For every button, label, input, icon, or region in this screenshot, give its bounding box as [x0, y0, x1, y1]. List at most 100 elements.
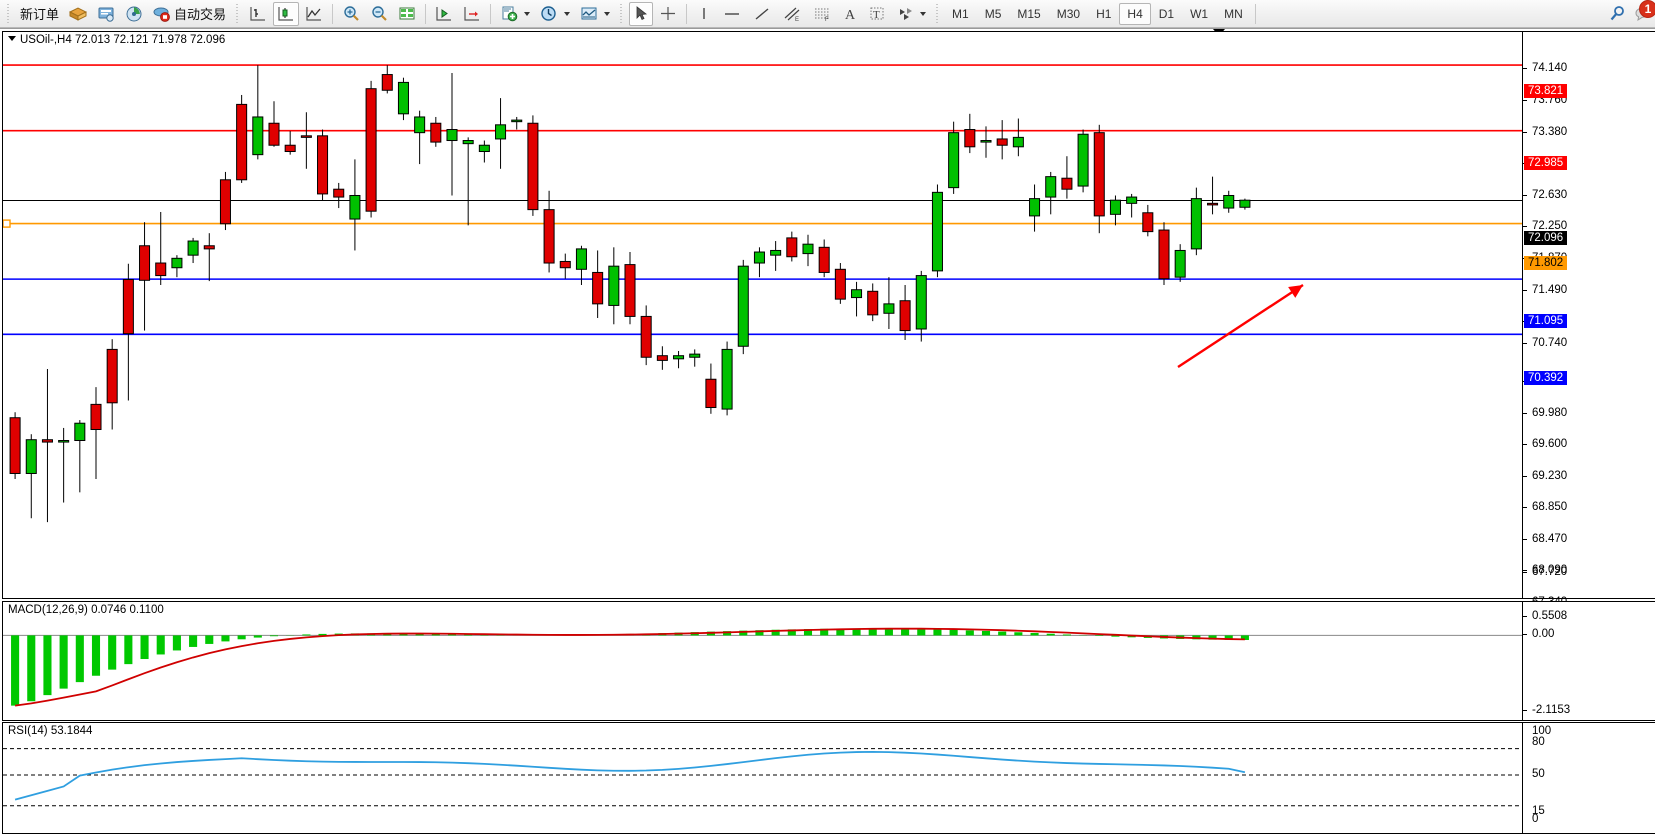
rsi-plot-area[interactable]: [3, 723, 1522, 833]
svg-text:T: T: [873, 9, 880, 21]
price-tick-label: 71.490: [1532, 284, 1568, 296]
line-studies-grip[interactable]: [618, 3, 626, 24]
candlestick-chart-icon[interactable]: [273, 1, 300, 26]
zoom-out-icon[interactable]: [366, 2, 392, 26]
add-indicator-icon[interactable]: [496, 2, 534, 26]
macd-plot-area[interactable]: [3, 602, 1522, 720]
price-level-label-support-upper[interactable]: 71.095: [1524, 314, 1568, 328]
macd-tick-mark: [1523, 616, 1527, 617]
terminal-icon[interactable]: [93, 2, 119, 26]
line-chart-icon[interactable]: [301, 2, 327, 26]
price-tick-mark: [1523, 476, 1527, 477]
price-tick-mark: [1523, 444, 1527, 445]
price-tick-label: 68.470: [1532, 533, 1568, 545]
toolbar-separator-5: [1254, 3, 1256, 24]
new-order-label: 新订单: [20, 7, 60, 22]
chevron-down-icon-2[interactable]: [564, 11, 571, 16]
chart-shift-icon[interactable]: [459, 2, 485, 26]
crosshair-icon[interactable]: [655, 2, 681, 26]
symbol-menu-caret-icon[interactable]: [8, 36, 16, 41]
timeframe-mn[interactable]: MN: [1224, 6, 1243, 21]
vertical-line-icon[interactable]: [692, 2, 716, 26]
timeframe-m15[interactable]: M15: [1017, 6, 1041, 21]
trendline-icon[interactable]: [748, 2, 776, 26]
horizontal-line-icon[interactable]: [718, 2, 746, 26]
macd-tick-label: 0.00: [1532, 628, 1555, 640]
macd-axis: 0.5508 0.00 -2.1153: [1522, 602, 1655, 720]
rsi-tick-label: 0: [1532, 813, 1539, 825]
period-icon[interactable]: [536, 2, 574, 26]
auto-scroll-icon[interactable]: [431, 2, 457, 26]
macd-pane[interactable]: MACD(12,26,9) 0.0746 0.1100 0.5508 0.00 -2…: [2, 601, 1655, 721]
timeframe-grip[interactable]: [934, 3, 942, 24]
shapes-icon[interactable]: [892, 2, 930, 26]
rsi-axis: 100 80 50 15 0: [1522, 723, 1655, 833]
zoom-in-icon[interactable]: [338, 2, 364, 26]
line-studies-group: E F A T: [628, 1, 931, 27]
chevron-down-icon-3[interactable]: [604, 11, 611, 16]
price-tick-label: 73.380: [1532, 126, 1568, 138]
toolbar-grip[interactable]: [5, 3, 12, 24]
text-label-icon[interactable]: T: [864, 2, 890, 26]
price-level-label-resistance-upper[interactable]: 73.821: [1524, 84, 1568, 98]
main-toolbar: 新订单 自动交易: [0, 0, 1655, 28]
rsi-title: RSI(14) 53.1844: [8, 725, 93, 737]
timeframe-h1[interactable]: H1: [1096, 6, 1112, 21]
alerts-badge-count: 1: [1639, 0, 1655, 18]
signals-icon[interactable]: [121, 2, 147, 26]
toolbar-separator: [332, 3, 334, 24]
alerts-icon[interactable]: 1: [1631, 0, 1655, 25]
price-level-label-support-lower[interactable]: 70.392: [1524, 371, 1568, 385]
price-tick-mark: [1523, 539, 1527, 540]
macd-tick-label: 0.5508: [1532, 610, 1568, 622]
text-icon[interactable]: A: [838, 2, 862, 26]
chevron-down-icon-4[interactable]: [920, 11, 927, 16]
chart-toolbar-grip[interactable]: [234, 3, 242, 24]
rsi-svg: [3, 748, 1522, 807]
price-tick-label: 70.740: [1532, 337, 1568, 349]
price-tick-mark: [1523, 413, 1527, 414]
price-tick-mark: [1523, 100, 1527, 101]
timeframe-d1[interactable]: D1: [1158, 6, 1175, 21]
new-order-button[interactable]: 新订单: [16, 2, 63, 26]
chart-window[interactable]: USOil-,H4 72.013 72.121 71.978 72.096 74…: [0, 28, 1655, 834]
data-window-icon[interactable]: [394, 2, 420, 26]
timeframe-h4[interactable]: H4: [1119, 2, 1151, 25]
briefcase-icon[interactable]: [65, 2, 91, 26]
toolbar-separator-4: [686, 3, 688, 24]
price-level-label-entry-level[interactable]: 71.802: [1524, 256, 1568, 270]
timeframe-m5[interactable]: M5: [984, 6, 1002, 21]
price-tick-label: 72.250: [1532, 220, 1568, 232]
templates-icon[interactable]: [576, 2, 614, 26]
price-tick-label: 69.600: [1532, 438, 1568, 450]
rsi-pane[interactable]: RSI(14) 53.1844 100 80 50 15 0: [2, 722, 1655, 834]
timeframe-m30[interactable]: M30: [1056, 6, 1081, 21]
macd-tick-mark: [1523, 710, 1527, 711]
symbol-header[interactable]: USOil-,H4 72.013 72.121 71.978 72.096: [8, 34, 225, 46]
price-pane[interactable]: USOil-,H4 72.013 72.121 71.978 72.096 74…: [2, 31, 1655, 608]
price-level-label-last-price[interactable]: 72.096: [1524, 231, 1568, 245]
price-level-label-resistance-lower[interactable]: 72.985: [1524, 156, 1568, 170]
price-tick-mark: [1523, 226, 1527, 227]
rsi-tick-label: 80: [1532, 736, 1545, 748]
price-plot-area[interactable]: [3, 32, 1522, 598]
timeframe-group: M1 M5 M15 M30 H1 H4 D1 W1 MN: [944, 1, 1251, 27]
macd-title: MACD(12,26,9) 0.0746 0.1100: [8, 604, 164, 616]
timeframe-w1[interactable]: W1: [1190, 6, 1209, 21]
fibonacci-icon[interactable]: F: [808, 2, 836, 26]
trade-toolbar-group: 新订单 自动交易: [15, 1, 231, 27]
price-tick-label: 69.980: [1532, 407, 1568, 419]
chart-type-group: [244, 1, 615, 27]
equidistant-channel-icon[interactable]: E: [778, 2, 806, 26]
price-tick-label: 72.630: [1532, 189, 1568, 201]
price-tick-mark: [1523, 572, 1527, 573]
timeframe-m1[interactable]: M1: [952, 6, 969, 21]
chevron-down-icon[interactable]: [524, 11, 531, 16]
search-icon[interactable]: [1604, 2, 1630, 26]
price-tick-label: 69.230: [1532, 470, 1568, 482]
rsi-tick-label: 15: [1532, 805, 1545, 817]
cursor-icon[interactable]: [629, 1, 654, 26]
bar-chart-icon[interactable]: [245, 2, 271, 26]
auto-trading-button[interactable]: 自动交易: [149, 2, 230, 26]
price-axis[interactable]: 74.14073.76073.38073.00072.63072.25071.8…: [1522, 32, 1655, 608]
